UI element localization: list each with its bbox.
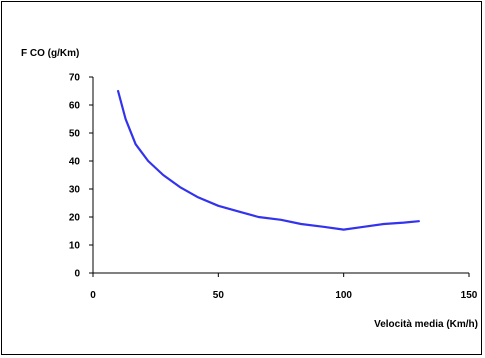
y-tick-label: 50 (69, 129, 81, 140)
x-tick-label: 150 (461, 290, 478, 301)
series-layer (116, 89, 420, 231)
y-tick-label: 20 (69, 213, 81, 224)
x-tick-label: 0 (90, 290, 96, 301)
y-axis-title: F CO (g/Km) (21, 48, 79, 59)
x-tick-label: 100 (335, 290, 352, 301)
axes (89, 76, 470, 277)
tick-labels: 0 10 20 30 40 50 60 70 0 50 100 150 (69, 73, 478, 302)
y-tick-label: 0 (74, 269, 80, 280)
y-tick-label: 30 (69, 185, 81, 196)
y-tick-label: 40 (69, 157, 81, 168)
y-tick-label: 70 (69, 73, 81, 84)
x-axis-title: Velocità media (Km/h) (374, 319, 478, 330)
series-line (116, 89, 420, 231)
y-tick-label: 10 (69, 241, 81, 252)
y-tick-label: 60 (69, 101, 81, 112)
x-tick-label: 50 (213, 290, 225, 301)
